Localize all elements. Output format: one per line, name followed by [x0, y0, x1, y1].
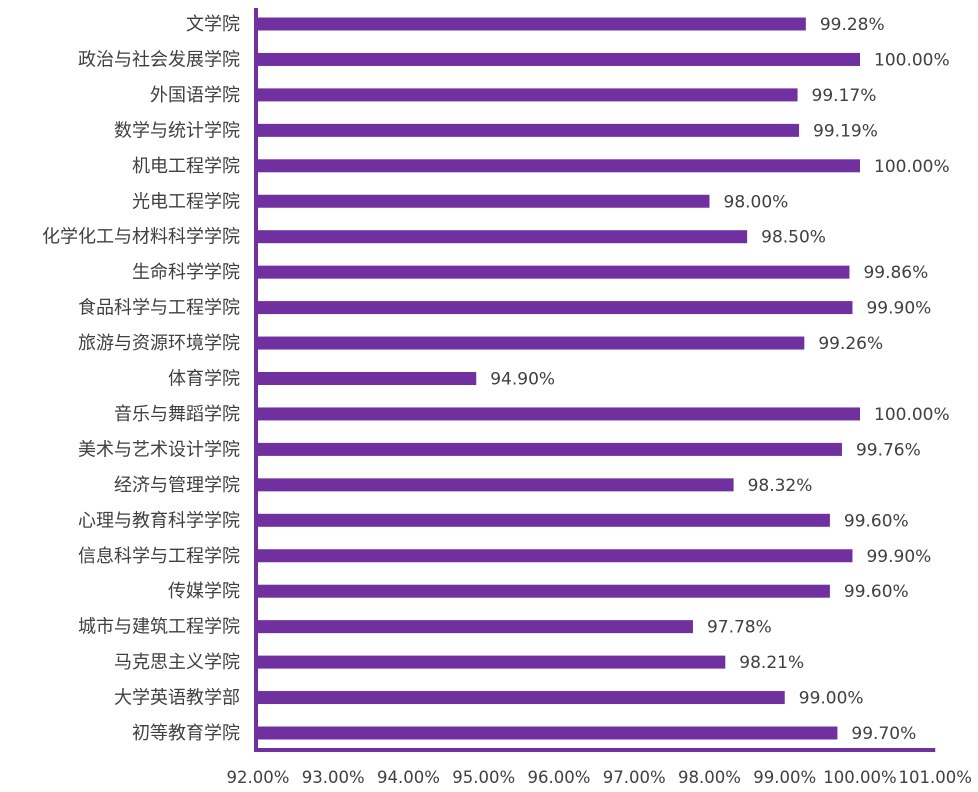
bar — [258, 336, 805, 350]
category-label: 音乐与舞蹈学院 — [114, 404, 240, 425]
bar — [258, 123, 800, 137]
data-label: 99.90% — [866, 299, 931, 319]
y-axis-line — [254, 8, 258, 752]
data-label: 100.00% — [874, 405, 950, 425]
x-tick-label: 94.00% — [377, 768, 440, 787]
bar — [258, 726, 838, 740]
category-label: 文学院 — [186, 14, 240, 35]
data-label: 98.32% — [748, 476, 813, 496]
bar — [258, 478, 734, 492]
x-tick-label: 98.00% — [678, 768, 741, 787]
category-label: 政治与社会发展学院 — [78, 49, 240, 70]
bar — [258, 265, 850, 279]
category-label: 心理与教育科学学院 — [78, 510, 240, 531]
bar — [258, 159, 860, 173]
bar — [258, 442, 842, 456]
bar — [258, 584, 830, 598]
data-label: 99.60% — [844, 582, 909, 602]
bar — [258, 301, 853, 315]
category-label: 经济与管理学院 — [114, 475, 240, 496]
data-label: 99.19% — [813, 121, 878, 141]
bar — [258, 549, 853, 563]
data-label: 99.60% — [844, 511, 909, 531]
data-label: 97.78% — [707, 618, 772, 638]
category-label: 旅游与资源环境学院 — [78, 333, 240, 354]
data-label: 98.21% — [739, 653, 804, 673]
category-label: 传媒学院 — [168, 581, 240, 602]
data-label: 94.90% — [490, 370, 555, 390]
category-label: 机电工程学院 — [132, 156, 240, 177]
category-label: 城市与建筑工程学院 — [78, 617, 240, 638]
bar — [258, 194, 710, 208]
data-label: 99.86% — [863, 263, 928, 283]
category-label: 大学英语教学部 — [114, 688, 240, 709]
data-label: 99.26% — [818, 334, 883, 354]
category-label: 光电工程学院 — [132, 191, 240, 212]
bar — [258, 655, 726, 669]
category-label: 数学与统计学院 — [114, 120, 240, 141]
data-label: 99.00% — [799, 689, 864, 709]
bar — [258, 52, 860, 66]
category-label: 化学化工与材料科学学院 — [42, 227, 240, 248]
category-label: 初等教育学院 — [132, 723, 240, 744]
x-tick-label: 96.00% — [528, 768, 591, 787]
category-label: 马克思主义学院 — [114, 652, 240, 673]
category-label: 美术与艺术设计学院 — [78, 439, 240, 460]
bar — [258, 372, 477, 385]
bar — [258, 230, 748, 244]
data-label: 98.50% — [761, 228, 826, 248]
bar — [258, 407, 860, 421]
data-label: 100.00% — [874, 50, 950, 70]
x-tick-label: 97.00% — [603, 768, 666, 787]
bar — [258, 88, 798, 102]
x-tick-label: 95.00% — [452, 768, 515, 787]
data-label: 99.28% — [820, 15, 885, 35]
x-tick-label: 93.00% — [302, 768, 365, 787]
data-label: 98.00% — [724, 192, 789, 212]
bar — [258, 620, 693, 634]
bar — [258, 691, 785, 705]
x-axis-line — [254, 748, 936, 752]
category-label: 食品科学与工程学院 — [78, 298, 240, 319]
bar — [258, 513, 830, 527]
data-label: 99.76% — [856, 440, 921, 460]
data-label: 99.90% — [866, 547, 931, 567]
category-label: 体育学院 — [168, 369, 240, 390]
x-tick-label: 99.00% — [753, 768, 816, 787]
data-label: 99.70% — [851, 724, 916, 744]
data-label: 99.17% — [812, 86, 877, 106]
category-label: 信息科学与工程学院 — [78, 546, 240, 567]
category-label: 生命科学学院 — [132, 262, 240, 283]
bar — [258, 17, 806, 31]
x-tick-label: 101.00% — [899, 768, 972, 787]
x-tick-label: 92.00% — [227, 768, 290, 787]
x-tick-label: 100.00% — [823, 768, 896, 787]
category-label: 外国语学院 — [150, 85, 240, 106]
data-label: 100.00% — [874, 157, 950, 177]
